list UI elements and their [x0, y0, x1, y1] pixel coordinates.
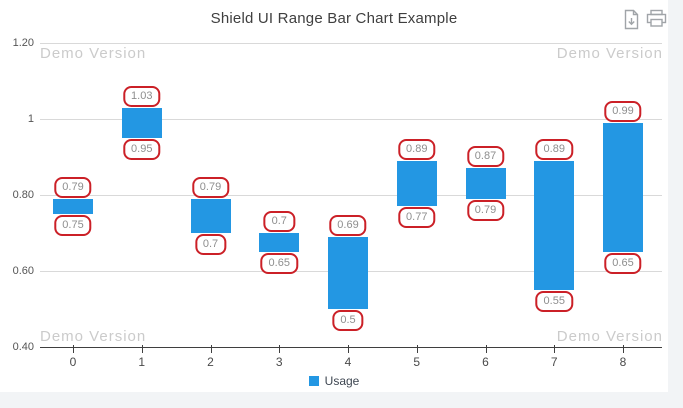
x-axis-tick — [554, 345, 556, 353]
x-axis-tick — [623, 345, 624, 353]
x-axis-tick — [210, 345, 212, 353]
range-bar[interactable] — [121, 107, 162, 138]
point-high-label: 0.79 — [54, 176, 92, 198]
x-axis-tick — [348, 345, 349, 353]
legend-item-usage[interactable]: Usage — [0, 374, 668, 388]
y-axis-label: 0.60 — [12, 265, 34, 277]
chart-title: Shield UI Range Bar Chart Example — [210, 10, 458, 27]
point-high-label: 0.89 — [398, 138, 436, 160]
range-bar[interactable] — [534, 160, 575, 290]
y-axis-label: 0.80 — [12, 189, 34, 201]
point-low-label: 0.77 — [398, 207, 436, 229]
y-axis-label: 0.40 — [12, 341, 34, 353]
range-bar[interactable] — [190, 198, 231, 233]
point-low-label: 0.79 — [466, 199, 505, 221]
range-bar[interactable] — [465, 168, 506, 199]
print-button[interactable] — [646, 9, 667, 31]
point-high-label: 0.99 — [604, 100, 642, 122]
export-button[interactable] — [624, 9, 639, 33]
y-axis-label: 1.20 — [12, 37, 34, 49]
gridline — [40, 43, 662, 44]
point-low-label: 0.65 — [604, 253, 642, 274]
export-document-icon — [624, 9, 639, 33]
watermark-bottom-left: Demo Version — [40, 328, 147, 345]
point-high-label: 0.89 — [535, 138, 573, 160]
printer-icon — [646, 9, 667, 31]
range-bar[interactable] — [396, 160, 437, 207]
point-low-label: 0.5 — [332, 310, 364, 331]
x-axis-tick — [416, 345, 418, 353]
point-high-label: 0.87 — [466, 146, 505, 168]
x-axis-label: 5 — [413, 355, 421, 369]
x-axis-label: 7 — [550, 355, 558, 369]
point-low-label: 0.75 — [54, 215, 92, 236]
point-high-label: 1.03 — [123, 85, 161, 107]
x-axis-tick — [141, 345, 143, 353]
x-axis-tick — [485, 345, 487, 353]
x-axis-tick — [279, 345, 281, 353]
x-axis-label: 2 — [207, 355, 214, 369]
legend-swatch-icon — [308, 376, 319, 386]
point-low-label: 0.7 — [194, 234, 227, 255]
x-axis-label: 3 — [275, 355, 283, 369]
x-axis-label: 4 — [344, 355, 352, 369]
range-bar[interactable] — [328, 236, 368, 309]
range-bar[interactable] — [53, 198, 93, 214]
x-axis-tick — [73, 345, 74, 353]
x-axis-label: 0 — [69, 355, 77, 369]
point-low-label: 0.65 — [260, 253, 298, 274]
x-axis-line — [40, 347, 662, 348]
y-axis-label: 1 — [27, 113, 34, 125]
watermark-bottom-right: Demo Version — [556, 328, 663, 345]
point-high-label: 0.7 — [263, 211, 295, 232]
x-axis-label: 8 — [619, 355, 627, 369]
point-high-label: 0.79 — [191, 176, 230, 198]
gridline — [40, 195, 662, 196]
range-bar[interactable] — [259, 233, 300, 252]
point-low-label: 0.95 — [123, 139, 161, 160]
watermark-top-right: Demo Version — [556, 45, 663, 62]
legend-label: Usage — [324, 374, 360, 388]
x-axis-label: 1 — [138, 355, 146, 369]
point-low-label: 0.55 — [535, 291, 573, 312]
point-high-label: 0.69 — [329, 214, 367, 236]
chart-toolbar — [624, 9, 667, 33]
x-axis-label: 6 — [482, 355, 489, 369]
watermark-top-left: Demo Version — [40, 45, 147, 62]
range-bar[interactable] — [603, 122, 643, 252]
gridline — [40, 119, 662, 120]
